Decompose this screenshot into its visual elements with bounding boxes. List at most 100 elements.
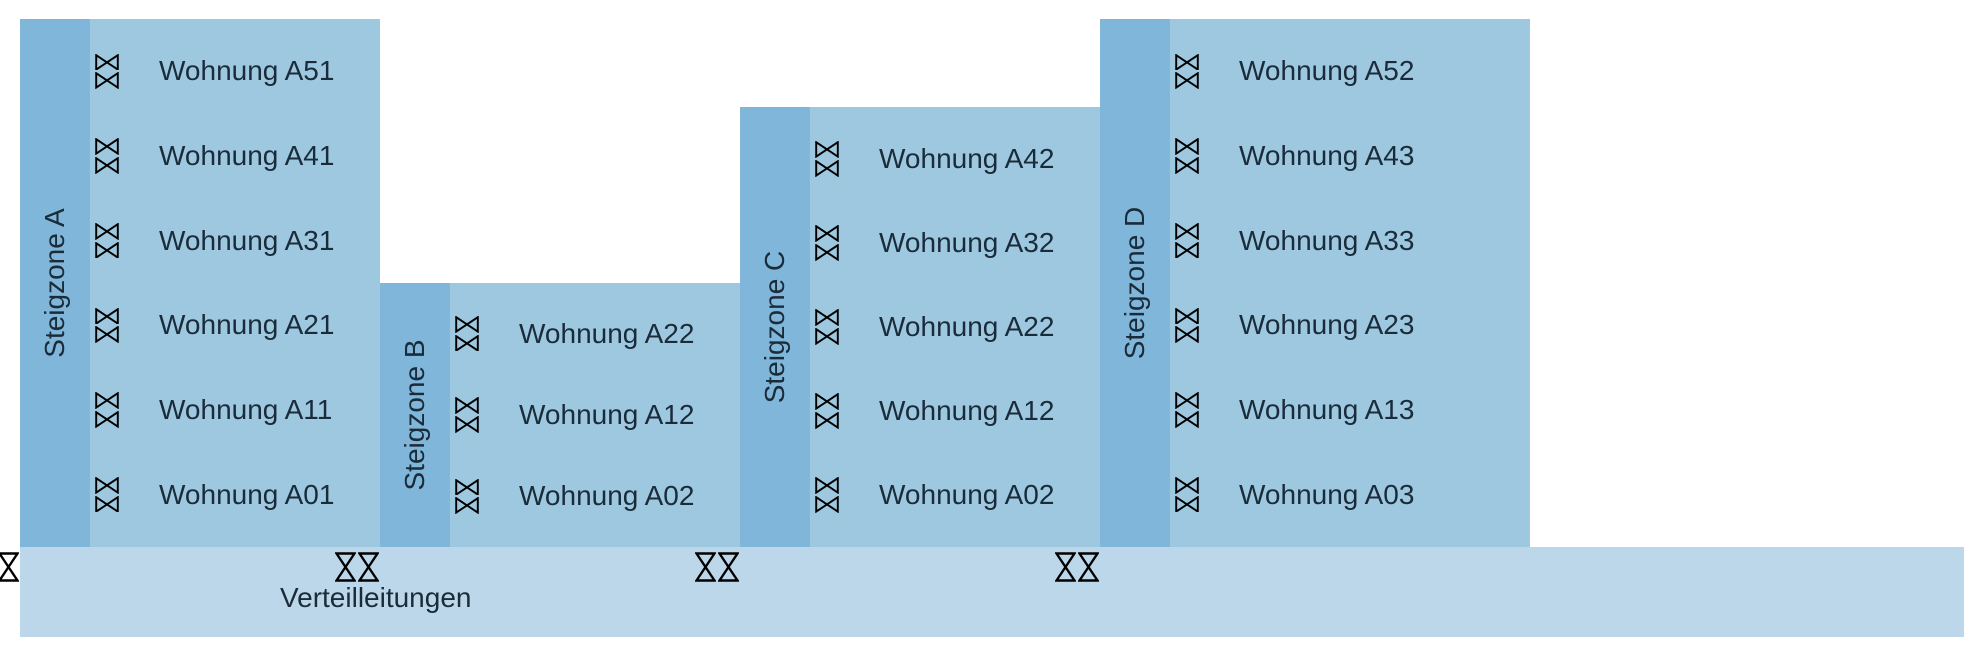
valve-icon — [1055, 552, 1076, 582]
valve-icon — [1175, 157, 1199, 174]
valve-icon — [95, 477, 119, 494]
piping-diagram: Verteilleitungen Steigzone A Wohnung A51… — [0, 0, 1984, 667]
zone-label: Steigzone D — [1119, 207, 1151, 360]
apartment-label: Wohnung A41 — [159, 140, 334, 172]
zone-d: Steigzone D Wohnung A52 Wohnung A43 Wohn… — [1100, 19, 1530, 547]
apartment-row: Wohnung A52 — [1170, 36, 1530, 106]
zone-label: Steigzone B — [399, 340, 431, 491]
valve-icon — [1175, 242, 1199, 259]
riser-column: Steigzone B — [380, 283, 450, 547]
valve-icon — [335, 552, 356, 582]
distribution-label: Verteilleitungen — [280, 582, 471, 614]
branch-valve-pair — [1175, 223, 1199, 259]
valve-icon — [95, 308, 119, 325]
valve-icon — [1175, 308, 1199, 325]
apartment-row: Wohnung A31 — [90, 206, 380, 276]
apartment-row: Wohnung A42 — [810, 124, 1100, 194]
apartment-label: Wohnung A43 — [1239, 140, 1414, 172]
apartment-label: Wohnung A21 — [159, 309, 334, 341]
apartment-label: Wohnung A12 — [519, 399, 694, 431]
base-valve-pair — [0, 552, 19, 582]
branch-valve-pair — [95, 223, 119, 259]
valve-icon — [1175, 138, 1199, 155]
branch-valve-pair — [95, 138, 119, 174]
valve-icon — [95, 242, 119, 259]
apartment-row: Wohnung A33 — [1170, 206, 1530, 276]
valve-icon — [1175, 326, 1199, 343]
valve-icon — [358, 552, 379, 582]
base-valve-pair — [695, 552, 739, 582]
valve-icon — [1175, 477, 1199, 494]
apartments-area: Wohnung A42 Wohnung A32 Wohnung A22 Wohn… — [810, 107, 1100, 547]
apartment-row: Wohnung A43 — [1170, 121, 1530, 191]
apartment-label: Wohnung A22 — [519, 318, 694, 350]
valve-icon — [95, 496, 119, 513]
apartment-row: Wohnung A23 — [1170, 290, 1530, 360]
branch-valve-pair — [95, 392, 119, 428]
apartment-label: Wohnung A01 — [159, 479, 334, 511]
branch-valve-pair — [815, 141, 839, 177]
branch-valve-pair — [1175, 54, 1199, 90]
apartment-label: Wohnung A31 — [159, 225, 334, 257]
branch-valve-pair — [95, 308, 119, 344]
valve-icon — [815, 477, 839, 494]
valve-icon — [0, 552, 19, 582]
valve-icon — [95, 54, 119, 71]
base-valve-pair — [335, 552, 379, 582]
valve-icon — [1175, 223, 1199, 240]
zone-b: Steigzone B Wohnung A22 Wohnung A12 Wohn… — [380, 283, 740, 547]
valve-icon — [455, 416, 479, 433]
apartment-row: Wohnung A22 — [810, 292, 1100, 362]
apartments-area: Wohnung A51 Wohnung A41 Wohnung A31 Wohn… — [90, 19, 380, 547]
valve-icon — [1175, 496, 1199, 513]
valve-icon — [1078, 552, 1099, 582]
branch-valve-pair — [1175, 392, 1199, 428]
apartment-label: Wohnung A52 — [1239, 55, 1414, 87]
apartment-row: Wohnung A02 — [810, 460, 1100, 530]
base-valve-pair — [1055, 552, 1099, 582]
apartment-row: Wohnung A11 — [90, 375, 380, 445]
valve-icon — [718, 552, 739, 582]
zone-label: Steigzone C — [759, 251, 791, 404]
valve-icon — [815, 141, 839, 158]
valve-icon — [815, 496, 839, 513]
apartment-label: Wohnung A33 — [1239, 225, 1414, 257]
branch-valve-pair — [455, 479, 479, 515]
apartment-label: Wohnung A23 — [1239, 309, 1414, 341]
apartment-label: Wohnung A02 — [879, 479, 1054, 511]
apartment-label: Wohnung A13 — [1239, 394, 1414, 426]
valve-icon — [455, 479, 479, 496]
branch-valve-pair — [455, 397, 479, 433]
apartment-row: Wohnung A01 — [90, 460, 380, 530]
apartments-area: Wohnung A22 Wohnung A12 Wohnung A02 — [450, 283, 740, 547]
zone-c: Steigzone C Wohnung A42 Wohnung A32 Wohn… — [740, 107, 1100, 547]
apartment-label: Wohnung A51 — [159, 55, 334, 87]
riser-column: Steigzone C — [740, 107, 810, 547]
branch-valve-pair — [95, 54, 119, 90]
branch-valve-pair — [815, 477, 839, 513]
valve-icon — [815, 328, 839, 345]
branch-valve-pair — [1175, 308, 1199, 344]
valve-icon — [1175, 411, 1199, 428]
branch-valve-pair — [815, 309, 839, 345]
apartment-row: Wohnung A32 — [810, 208, 1100, 278]
valve-icon — [455, 316, 479, 333]
apartment-row: Wohnung A12 — [810, 376, 1100, 446]
valve-icon — [815, 393, 839, 410]
apartment-row: Wohnung A13 — [1170, 375, 1530, 445]
apartment-label: Wohnung A11 — [159, 394, 332, 426]
valve-icon — [815, 160, 839, 177]
valve-icon — [455, 335, 479, 352]
valve-icon — [815, 225, 839, 242]
branch-valve-pair — [815, 393, 839, 429]
apartment-row: Wohnung A51 — [90, 36, 380, 106]
valve-icon — [815, 412, 839, 429]
valve-icon — [95, 223, 119, 240]
valve-icon — [95, 392, 119, 409]
valve-icon — [95, 72, 119, 89]
apartment-row: Wohnung A02 — [450, 461, 740, 531]
apartment-row: Wohnung A41 — [90, 121, 380, 191]
valve-icon — [95, 326, 119, 343]
apartment-label: Wohnung A42 — [879, 143, 1054, 175]
branch-valve-pair — [455, 316, 479, 352]
